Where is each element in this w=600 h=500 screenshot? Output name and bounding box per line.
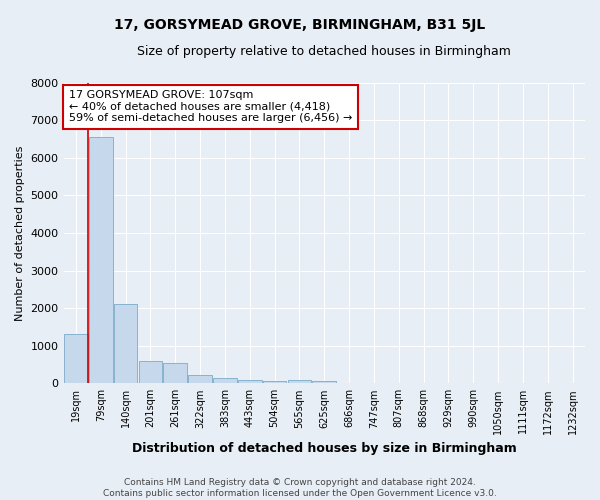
Text: 17, GORSYMEAD GROVE, BIRMINGHAM, B31 5JL: 17, GORSYMEAD GROVE, BIRMINGHAM, B31 5JL — [115, 18, 485, 32]
Bar — [238, 380, 262, 384]
Bar — [263, 381, 286, 384]
Bar — [287, 380, 311, 384]
Bar — [89, 137, 113, 384]
Title: Size of property relative to detached houses in Birmingham: Size of property relative to detached ho… — [137, 45, 511, 58]
Bar — [114, 304, 137, 384]
Bar — [188, 376, 212, 384]
Bar — [163, 362, 187, 384]
Text: 17 GORSYMEAD GROVE: 107sqm
← 40% of detached houses are smaller (4,418)
59% of s: 17 GORSYMEAD GROVE: 107sqm ← 40% of deta… — [69, 90, 352, 124]
Bar — [64, 334, 88, 384]
Text: Contains HM Land Registry data © Crown copyright and database right 2024.
Contai: Contains HM Land Registry data © Crown c… — [103, 478, 497, 498]
X-axis label: Distribution of detached houses by size in Birmingham: Distribution of detached houses by size … — [132, 442, 517, 455]
Bar — [213, 378, 237, 384]
Bar — [313, 381, 336, 384]
Bar — [139, 361, 162, 384]
Y-axis label: Number of detached properties: Number of detached properties — [15, 146, 25, 320]
